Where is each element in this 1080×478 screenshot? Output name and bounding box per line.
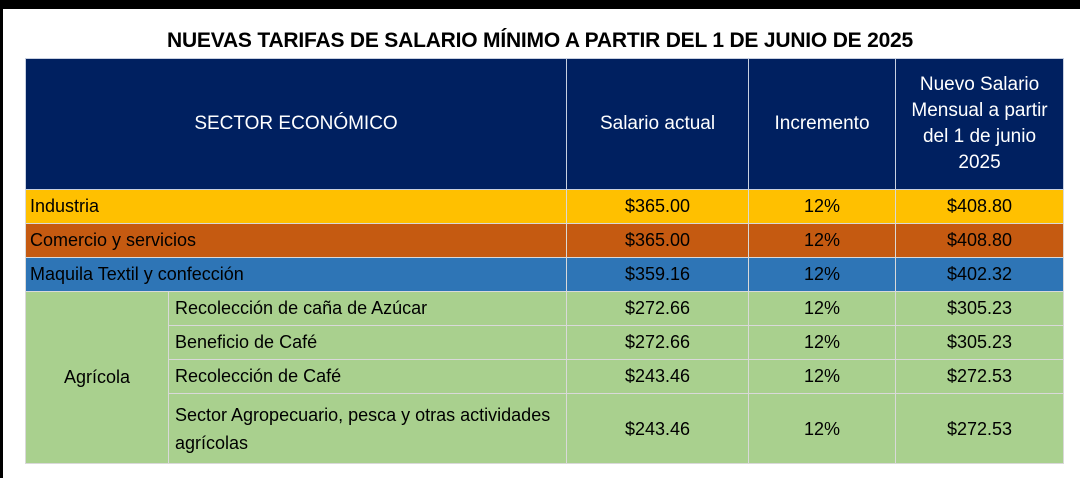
table-row: Beneficio de Café $272.66 12% $305.23: [26, 325, 1065, 360]
table-row: Recolección de Café $243.46 12% $272.53: [26, 359, 1065, 394]
sector-cell: Beneficio de Café: [167, 325, 568, 360]
incremento-cell: 12%: [748, 223, 897, 258]
nuevo-cell: $305.23: [895, 325, 1065, 360]
header-sector: SECTOR ECONÓMICO: [24, 58, 568, 190]
header-row: SECTOR ECONÓMICO Salario actual Incremen…: [24, 58, 1065, 190]
nuevo-cell: $272.53: [895, 393, 1065, 464]
table-row: Industria $365.00 12% $408.80: [24, 189, 1065, 224]
actual-cell: $365.00: [566, 189, 750, 224]
salary-table: SECTOR ECONÓMICO Salario actual Incremen…: [24, 58, 1065, 464]
table-row: Comercio y servicios $365.00 12% $408.80: [24, 223, 1065, 258]
nuevo-cell: $272.53: [895, 359, 1065, 394]
nuevo-cell: $408.80: [895, 189, 1065, 224]
incremento-cell: 12%: [748, 189, 897, 224]
sector-cell: Maquila Textil y confección: [24, 257, 568, 292]
nuevo-cell: $402.32: [895, 257, 1065, 292]
left-border: [0, 0, 3, 478]
agricola-group-cell: Agrícola: [25, 291, 169, 464]
header-nuevo: Nuevo Salario Mensual a partir del 1 de …: [895, 58, 1065, 190]
actual-cell: $272.66: [566, 325, 750, 360]
incremento-cell: 12%: [748, 257, 897, 292]
incremento-cell: 12%: [748, 393, 897, 464]
table-row: Maquila Textil y confección $359.16 12% …: [24, 257, 1065, 292]
actual-cell: $272.66: [566, 291, 750, 326]
header-actual: Salario actual: [566, 58, 750, 190]
page-title: NUEVAS TARIFAS DE SALARIO MÍNIMO A PARTI…: [166, 29, 914, 52]
incremento-cell: 12%: [748, 359, 897, 394]
sector-cell: Sector Agropecuario, pesca y otras activ…: [167, 393, 568, 464]
actual-cell: $359.16: [566, 257, 750, 292]
incremento-cell: 12%: [748, 325, 897, 360]
sector-cell: Recolección de Café: [167, 359, 568, 394]
table-row: Sector Agropecuario, pesca y otras activ…: [26, 393, 1065, 464]
sector-cell: Recolección de caña de Azúcar: [167, 291, 568, 326]
sector-cell: Comercio y servicios: [24, 223, 568, 258]
actual-cell: $243.46: [566, 359, 750, 394]
top-border: [0, 0, 1080, 9]
sector-cell: Industria: [24, 189, 568, 224]
actual-cell: $365.00: [566, 223, 750, 258]
table-row: Agrícola Recolección de caña de Azúcar $…: [25, 291, 1065, 464]
incremento-cell: 12%: [748, 291, 897, 326]
actual-cell: $243.46: [566, 393, 750, 464]
nuevo-cell: $408.80: [895, 223, 1065, 258]
header-incremento: Incremento: [748, 58, 897, 190]
nuevo-cell: $305.23: [895, 291, 1065, 326]
